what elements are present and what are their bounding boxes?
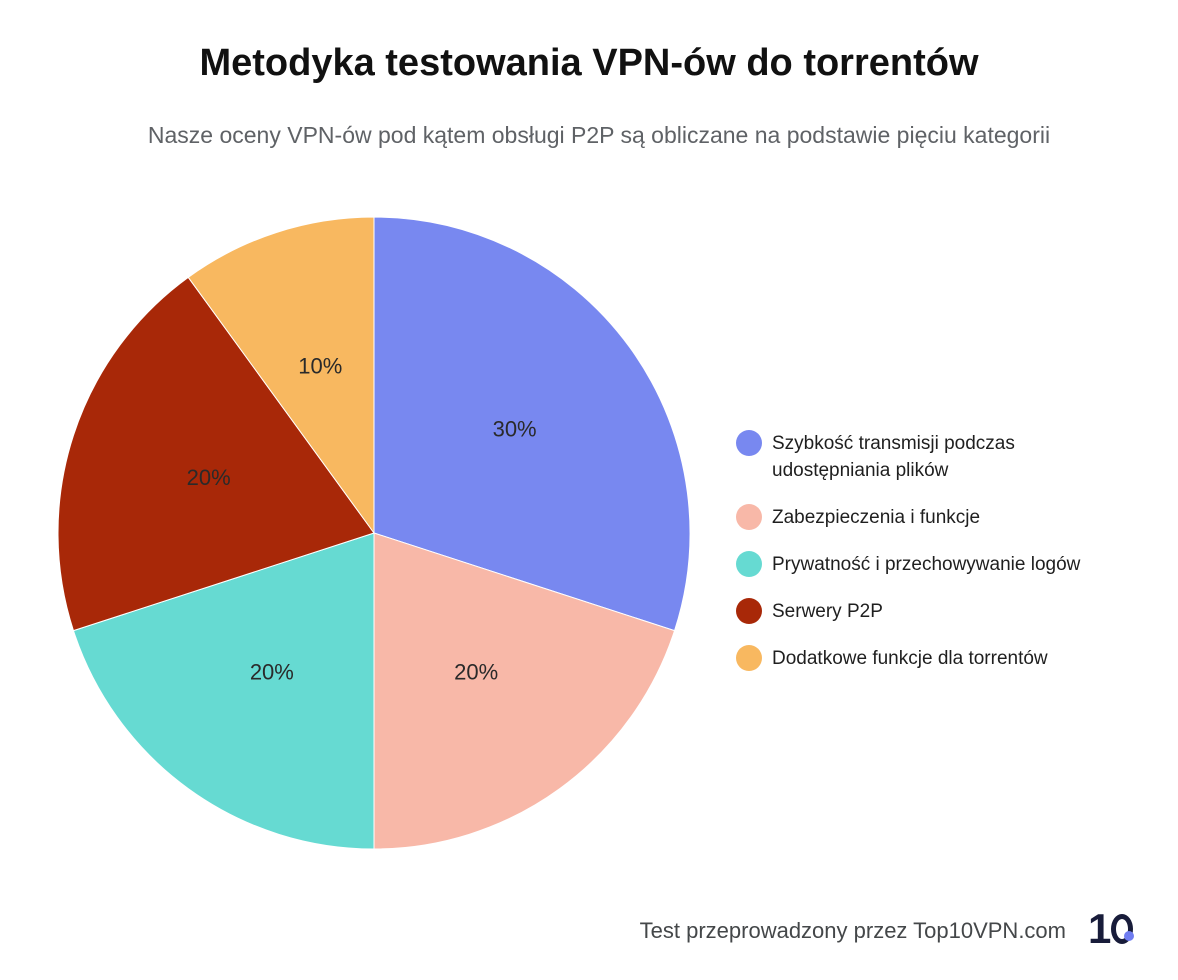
- chart-title: Metodyka testowania VPN-ów do torrentów: [199, 42, 979, 84]
- credit-text: Test przeprowadzony przez Top10VPN.com: [639, 918, 1066, 943]
- legend-swatch: [736, 645, 762, 671]
- legend-swatch: [736, 598, 762, 624]
- slice-value-label: 20%: [454, 659, 498, 684]
- pie-slice: [72, 532, 375, 850]
- legend-label: Serwery P2P: [772, 601, 883, 622]
- legend-swatch: [736, 504, 762, 530]
- slice-value-label: 20%: [250, 659, 294, 684]
- legend-item: Prywatność i przechowywanie logów: [736, 551, 1156, 578]
- legend-item: Szybkość transmisji podczas udostępniani…: [736, 430, 1156, 484]
- slice-value-label: 20%: [187, 465, 231, 490]
- legend-label: Dodatkowe funkcje dla torrentów: [772, 648, 1048, 669]
- legend-label: Szybkość transmisji podczas udostępniani…: [772, 433, 1015, 481]
- legend-item: Dodatkowe funkcje dla torrentów: [736, 645, 1156, 672]
- pie-slice: [373, 532, 676, 850]
- legend-label: Prywatność i przechowywanie logów: [772, 554, 1081, 575]
- pie-slice: [57, 276, 375, 632]
- slice-value-label: 30%: [493, 417, 537, 442]
- top10vpn-logo-icon: 1: [1088, 906, 1140, 952]
- legend-swatch: [736, 430, 762, 456]
- legend-item: Zabezpieczenia i funkcje: [736, 504, 1156, 531]
- chart-legend: Szybkość transmisji podczas udostępniani…: [736, 430, 1156, 692]
- slice-value-label: 10%: [298, 354, 342, 379]
- chart-subtitle: Nasze oceny VPN-ów pod kątem obsługi P2P…: [147, 122, 1051, 148]
- legend-label: Zabezpieczenia i funkcje: [772, 507, 981, 528]
- pie-slice: [187, 216, 375, 535]
- legend-swatch: [736, 551, 762, 577]
- legend-item: Serwery P2P: [736, 598, 1156, 625]
- pie-slice: [373, 216, 691, 632]
